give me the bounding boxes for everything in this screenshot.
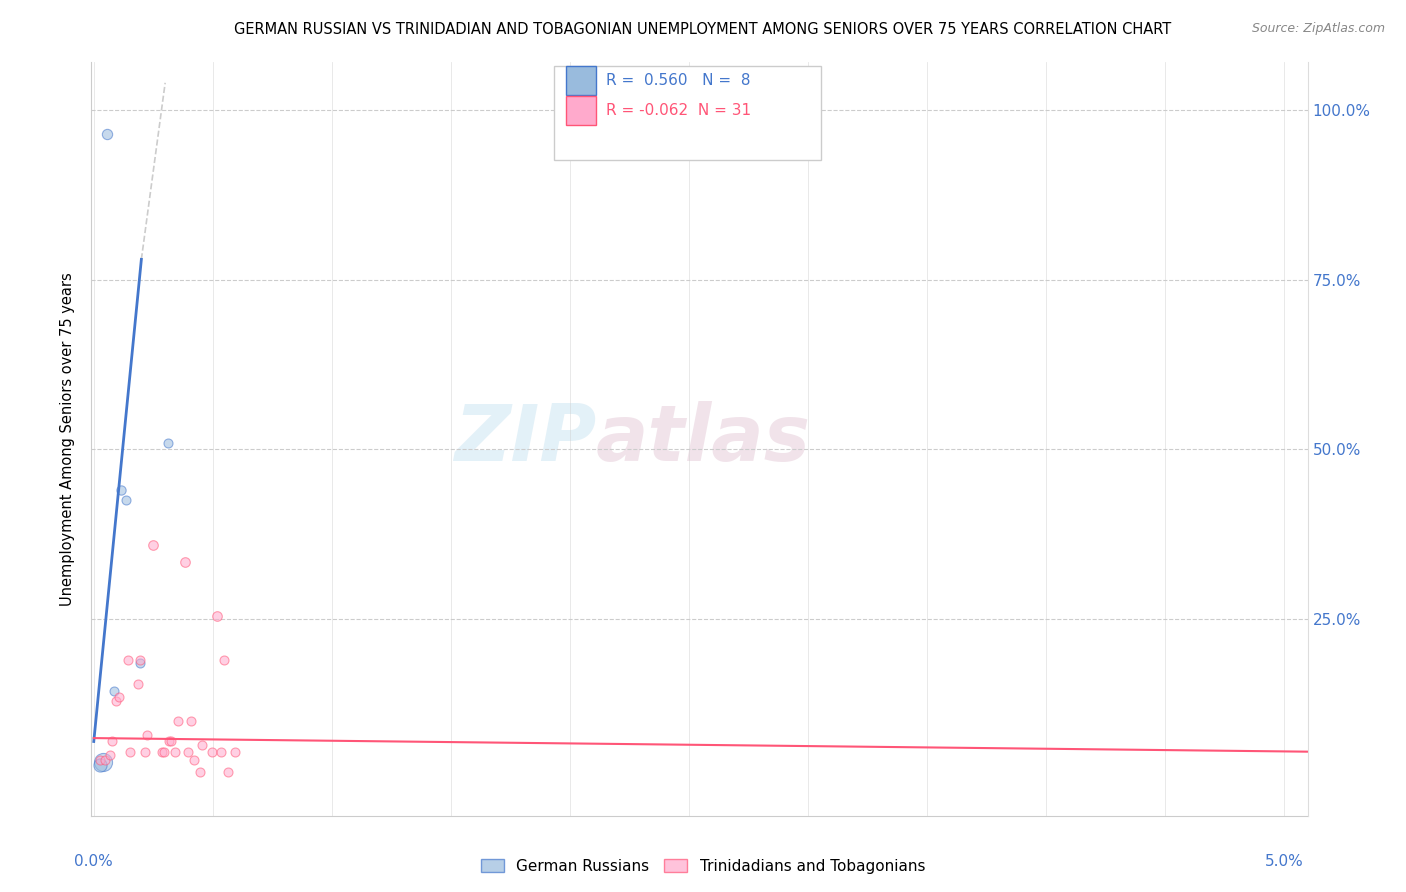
Point bbox=[173, 555, 195, 569]
Point bbox=[94, 754, 117, 768]
FancyBboxPatch shape bbox=[565, 96, 596, 125]
Point bbox=[89, 758, 111, 772]
Point bbox=[177, 745, 200, 759]
Point bbox=[200, 745, 222, 759]
Legend: German Russians, Trinidadians and Tobagonians: German Russians, Trinidadians and Tobago… bbox=[475, 853, 931, 880]
Point bbox=[115, 493, 138, 508]
Point bbox=[117, 653, 139, 667]
Point bbox=[183, 754, 205, 768]
Point bbox=[205, 608, 228, 623]
Point bbox=[129, 653, 152, 667]
Point bbox=[217, 765, 239, 780]
Point bbox=[209, 745, 232, 759]
Point bbox=[118, 745, 141, 759]
Point bbox=[89, 754, 111, 768]
Point bbox=[127, 677, 149, 691]
Point bbox=[156, 435, 179, 450]
Point bbox=[98, 747, 121, 762]
Point bbox=[103, 683, 125, 698]
Point bbox=[157, 734, 180, 748]
Text: 5.0%: 5.0% bbox=[1264, 854, 1303, 869]
FancyBboxPatch shape bbox=[554, 66, 821, 161]
Point bbox=[180, 714, 202, 728]
Point bbox=[100, 734, 122, 748]
Point bbox=[212, 653, 235, 667]
Text: 0.0%: 0.0% bbox=[75, 854, 112, 869]
Point bbox=[91, 755, 114, 769]
Point bbox=[191, 738, 214, 752]
Point bbox=[160, 734, 183, 748]
Point bbox=[96, 127, 118, 141]
Point bbox=[150, 745, 173, 759]
Y-axis label: Unemployment Among Seniors over 75 years: Unemployment Among Seniors over 75 years bbox=[60, 272, 76, 607]
Point bbox=[136, 728, 159, 742]
Point bbox=[165, 745, 187, 759]
Point bbox=[129, 657, 152, 671]
Point bbox=[110, 483, 132, 498]
Point bbox=[167, 714, 190, 728]
Text: atlas: atlas bbox=[596, 401, 811, 477]
FancyBboxPatch shape bbox=[565, 66, 596, 95]
Point bbox=[153, 745, 176, 759]
Text: GERMAN RUSSIAN VS TRINIDADIAN AND TOBAGONIAN UNEMPLOYMENT AMONG SENIORS OVER 75 : GERMAN RUSSIAN VS TRINIDADIAN AND TOBAGO… bbox=[235, 22, 1171, 37]
Point bbox=[134, 745, 156, 759]
Text: ZIP: ZIP bbox=[454, 401, 596, 477]
Point bbox=[188, 765, 211, 780]
Point bbox=[142, 537, 165, 551]
Point bbox=[107, 690, 129, 705]
Text: R =  0.560   N =  8: R = 0.560 N = 8 bbox=[606, 73, 751, 88]
Text: Source: ZipAtlas.com: Source: ZipAtlas.com bbox=[1251, 22, 1385, 36]
Point bbox=[224, 745, 246, 759]
Text: R = -0.062  N = 31: R = -0.062 N = 31 bbox=[606, 103, 751, 118]
Point bbox=[105, 694, 128, 708]
